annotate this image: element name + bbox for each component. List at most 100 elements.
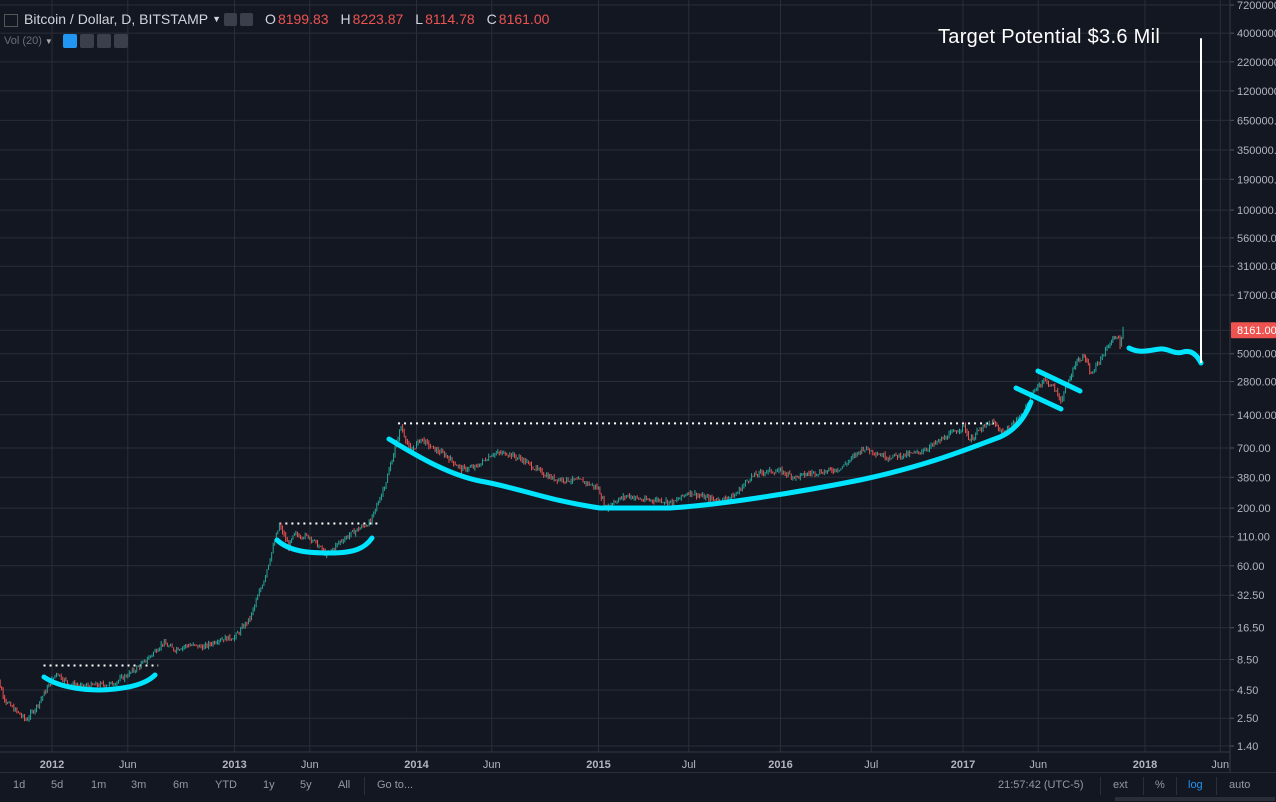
- x-tick-label: Jun: [1029, 759, 1047, 771]
- goto-button[interactable]: Go to...: [377, 779, 414, 791]
- y-tick-label: 4.50: [1237, 685, 1258, 697]
- x-tick-label: 2016: [768, 759, 792, 771]
- y-tick-label: 17000.00: [1237, 290, 1276, 302]
- price-badge-label: 8161.00: [1237, 325, 1276, 337]
- y-tick-label: 4000000.: [1237, 28, 1276, 40]
- channel-lower: [1013, 385, 1064, 412]
- y-tick-label: 1200000.: [1237, 86, 1276, 98]
- ext-toggle[interactable]: ext: [1113, 779, 1128, 791]
- volume-label[interactable]: Vol (20): [4, 35, 42, 47]
- x-tick-label: Jul: [864, 759, 878, 771]
- gear-icon[interactable]: [79, 34, 94, 48]
- open-label: O: [265, 11, 276, 27]
- y-tick-label: 110.00: [1237, 532, 1270, 544]
- range-ytd-button[interactable]: YTD: [215, 779, 237, 791]
- log-toggle[interactable]: log: [1188, 779, 1203, 791]
- y-tick-label: 380.00: [1237, 472, 1271, 484]
- grid: [0, 0, 1230, 752]
- x-tick-label: 2013: [222, 759, 246, 771]
- low-label: L: [415, 11, 424, 27]
- y-tick-label: 16.50: [1237, 623, 1265, 635]
- y-tick-label: 32.50: [1237, 590, 1265, 602]
- trend-curves: [41, 38, 1204, 693]
- close-label: C: [486, 11, 497, 27]
- y-tick-label: 2800.00: [1237, 377, 1276, 389]
- target-annotation: Target Potential $3.6 Mil: [938, 26, 1161, 48]
- x-tick-label: Jul: [682, 759, 696, 771]
- bottom-toolbar: 1d 5d 1m 3m 6m YTD 1y 5y All Go to... 21…: [0, 772, 1276, 802]
- y-tick-label: 5000.00: [1237, 349, 1276, 361]
- y-tick-label: 190000.: [1237, 174, 1276, 186]
- x-tick-label: 2014: [404, 759, 429, 771]
- range-1d-button[interactable]: 1d: [13, 779, 26, 791]
- x-tick-label: 2018: [1133, 759, 1157, 771]
- y-tick-label: 60.00: [1237, 561, 1265, 573]
- y-tick-label: 8.50: [1237, 655, 1258, 667]
- symbol-title[interactable]: Bitcoin / Dollar, D, BITSTAMP: [24, 11, 209, 27]
- clock: 21:57:42 (UTC-5): [998, 779, 1084, 791]
- range-all-button[interactable]: All: [338, 779, 351, 791]
- y-tick-label: 56000.00: [1237, 233, 1276, 245]
- percent-toggle[interactable]: %: [1155, 779, 1165, 791]
- y-tick-label: 2200000.: [1237, 57, 1276, 69]
- high-value: 8223.87: [352, 11, 404, 27]
- y-tick-label: 100000.: [1237, 205, 1276, 217]
- time-axis[interactable]: 2012 Jun 2013 Jun 2014 Jun 2015 Jul 2016 Jul 2017 J…: [0, 751, 1230, 771]
- y-tick-label: 650000.: [1237, 115, 1276, 127]
- annotation-layer: [43, 422, 997, 667]
- close-value: 8161.00: [498, 11, 550, 27]
- settings-icon[interactable]: [224, 12, 238, 26]
- cup-curve-2012: [41, 672, 158, 693]
- divider: [1216, 777, 1217, 795]
- y-tick-label: 31000.00: [1237, 261, 1276, 273]
- price-series: [0, 326, 1124, 722]
- range-1y-button[interactable]: 1y: [263, 779, 275, 791]
- auto-toggle[interactable]: auto: [1229, 779, 1251, 791]
- close-icon[interactable]: [113, 34, 128, 48]
- last-price-badge: 8161.00: [1231, 322, 1276, 339]
- projection-wave: [1126, 345, 1204, 366]
- range-5d-button[interactable]: 5d: [51, 779, 64, 791]
- x-tick-label: Jun: [1211, 759, 1229, 771]
- y-tick-label: 2.50: [1237, 713, 1258, 725]
- volume-legend: Vol (20) ▼: [4, 34, 128, 48]
- low-value: 8114.78: [425, 11, 475, 27]
- y-tick-label: 200.00: [1237, 503, 1271, 515]
- x-tick-label: Jun: [483, 759, 501, 771]
- x-tick-label: 2015: [586, 759, 610, 771]
- divider: [1176, 777, 1177, 795]
- divider: [364, 777, 365, 795]
- x-tick-label: Jun: [301, 759, 319, 771]
- gear-icon[interactable]: [240, 12, 254, 26]
- collapse-icon[interactable]: [4, 13, 18, 27]
- chevron-down-icon[interactable]: ▼: [212, 14, 222, 24]
- cup-curve-2014-2017: [386, 399, 1034, 511]
- y-tick-label: 7200000.: [1237, 0, 1276, 12]
- high-label: H: [340, 11, 351, 27]
- x-tick-label: Jun: [119, 759, 137, 771]
- channel-upper: [1035, 368, 1083, 394]
- range-6m-button[interactable]: 6m: [173, 779, 189, 791]
- chevron-down-icon[interactable]: ▼: [44, 36, 53, 46]
- x-tick-label: 2012: [40, 759, 64, 771]
- chart-background: [0, 0, 1276, 772]
- y-tick-label: 700.00: [1237, 443, 1271, 455]
- range-1m-button[interactable]: 1m: [91, 779, 107, 791]
- price-badge-bg: [1231, 322, 1276, 339]
- range-3m-button[interactable]: 3m: [131, 779, 147, 791]
- divider: [1100, 777, 1101, 795]
- plus-icon[interactable]: [96, 34, 111, 48]
- symbol-legend: Bitcoin / Dollar, D, BITSTAMP ▼ O 8199.83…: [4, 11, 549, 27]
- y-tick-label: 1.40: [1237, 741, 1258, 753]
- cup-curve-2013: [274, 535, 375, 556]
- y-tick-label: 350000.: [1237, 145, 1276, 157]
- price-chart[interactable]: 1.40 2.50 4.50 8.50 16.50 32.50 60.00 110.00 200…: [0, 0, 1276, 772]
- range-5y-button[interactable]: 5y: [300, 779, 312, 791]
- y-tick-label: 1400.00: [1237, 410, 1276, 422]
- divider: [1143, 777, 1144, 795]
- eye-icon[interactable]: [62, 34, 77, 48]
- scrollbar[interactable]: [1115, 797, 1275, 801]
- price-axis[interactable]: 1.40 2.50 4.50 8.50 16.50 32.50 60.00 110.00 200…: [1229, 0, 1276, 772]
- open-value: 8199.83: [277, 11, 329, 27]
- x-tick-label: 2017: [951, 759, 975, 771]
